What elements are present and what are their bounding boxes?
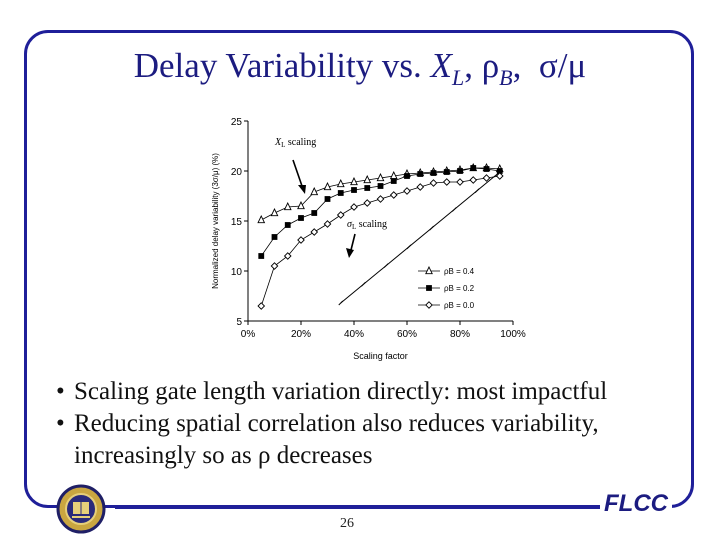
y-tick-label: 15 <box>231 217 243 228</box>
data-point <box>323 220 332 228</box>
sigma-scaling-marker <box>361 281 366 287</box>
university-seal-icon <box>56 484 106 534</box>
data-point <box>495 172 504 180</box>
x-tick-label: 20% <box>291 329 311 340</box>
data-point <box>297 236 305 244</box>
data-point <box>337 190 344 196</box>
data-point <box>426 285 432 291</box>
data-point <box>336 211 345 219</box>
data-point <box>376 195 385 203</box>
data-point <box>271 234 278 240</box>
sigma-scaling-marker <box>451 207 457 212</box>
series-1 <box>258 165 503 259</box>
bullet-item: • Reducing spatial correlation also reduc… <box>56 410 599 437</box>
x-tick-label: 0% <box>241 329 256 340</box>
data-point <box>284 222 291 228</box>
sigma-scaling-marker <box>338 300 344 306</box>
brand-label: FLCC <box>600 490 672 518</box>
page-number: 26 <box>340 516 354 531</box>
data-point <box>270 207 279 217</box>
data-point <box>377 183 384 189</box>
data-point <box>404 173 410 179</box>
data-point <box>310 228 319 236</box>
data-point <box>363 199 372 207</box>
data-point <box>283 252 292 260</box>
annotation-sigma-scaling: σL scaling <box>347 219 387 231</box>
x-tick-label: 80% <box>450 329 470 340</box>
legend-label: ρB = 0.0 <box>444 301 475 310</box>
data-point <box>456 178 464 186</box>
y-tick-label: 10 <box>231 267 243 278</box>
data-point <box>376 172 385 182</box>
data-point <box>425 301 433 309</box>
data-point <box>311 210 318 216</box>
data-point <box>297 200 305 210</box>
data-point <box>496 168 503 174</box>
data-point <box>323 181 332 191</box>
data-point <box>470 165 477 171</box>
data-point <box>364 185 371 191</box>
data-point <box>457 168 463 174</box>
sigma-scaling-line <box>340 171 501 304</box>
data-point <box>442 178 451 186</box>
x-tick-label: 40% <box>344 329 364 340</box>
data-point <box>257 214 266 224</box>
data-point <box>389 191 398 199</box>
y-tick-label: 20 <box>231 167 243 178</box>
bullet-item: • Scaling gate length variation directly:… <box>56 378 608 405</box>
series-2 <box>257 172 504 310</box>
data-point <box>258 253 265 259</box>
data-point <box>363 174 372 184</box>
x-axis-label: Scaling factor <box>353 351 408 361</box>
data-point <box>350 176 358 186</box>
data-point <box>443 169 450 175</box>
bullet-continuation: increasingly so as ρ decreases <box>74 442 373 469</box>
legend: ρB = 0.4 ρB = 0.2 ρB = 0.0 <box>418 265 475 310</box>
data-point <box>482 174 491 182</box>
series-0 <box>257 162 504 224</box>
data-point <box>350 203 358 211</box>
data-point <box>310 186 319 196</box>
y-tick-label: 25 <box>231 117 243 128</box>
sigma-scaling-marker <box>474 188 480 194</box>
data-point <box>324 196 331 202</box>
data-point <box>390 178 397 184</box>
sigma-scaling-marker <box>406 244 412 250</box>
data-point <box>257 302 266 310</box>
data-point <box>469 176 478 184</box>
data-point <box>425 265 433 275</box>
data-point <box>429 179 438 187</box>
x-tick-label: 60% <box>397 329 417 340</box>
annotation-arrowhead <box>298 185 306 194</box>
data-point <box>416 183 425 191</box>
bullet-list: • Scaling gate length variation directly:… <box>56 376 696 472</box>
annotation-arrow <box>350 233 356 251</box>
slide-title: Delay Variability vs. XL, ρB, σ/μ <box>133 46 587 90</box>
data-point <box>283 201 292 211</box>
data-point <box>403 187 411 195</box>
data-point <box>270 262 279 270</box>
chart: 5 10 15 20 25 0% 20% 40% 60% 80% 100% Scaling facto… <box>211 117 526 361</box>
data-point <box>430 170 437 176</box>
data-point <box>483 166 490 172</box>
legend-label: ρB = 0.2 <box>444 284 475 293</box>
sigma-scaling-marker <box>383 263 389 268</box>
data-point <box>336 178 345 188</box>
data-point <box>351 187 357 193</box>
data-point <box>417 171 424 177</box>
annotation-xl-scaling: XL scaling <box>274 137 316 149</box>
y-tick-label: 5 <box>236 317 242 328</box>
annotation-arrowhead <box>346 248 354 258</box>
data-point <box>298 215 304 221</box>
sigma-scaling-marker <box>429 225 434 231</box>
y-axis-label: Normalized delay variability (3σ/μ) (%) <box>211 153 220 289</box>
annotation-arrow <box>292 159 303 187</box>
x-tick-label: 100% <box>500 329 526 340</box>
footer-divider <box>115 506 601 509</box>
legend-label: ρB = 0.4 <box>444 267 475 276</box>
